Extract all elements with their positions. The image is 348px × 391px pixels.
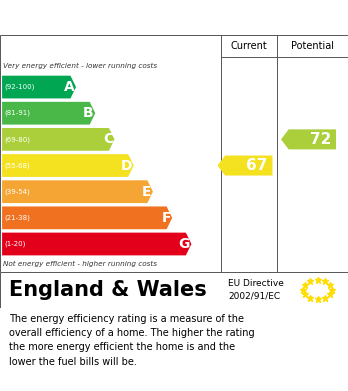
Text: F: F [161,211,171,225]
Text: Energy Efficiency Rating: Energy Efficiency Rating [9,10,230,25]
Polygon shape [2,102,95,125]
Text: A: A [64,80,74,94]
Text: B: B [83,106,94,120]
Text: (1-20): (1-20) [5,241,26,247]
Text: (21-38): (21-38) [5,215,31,221]
Text: G: G [179,237,190,251]
Polygon shape [2,128,114,151]
Text: (92-100): (92-100) [5,84,35,90]
Polygon shape [2,180,153,203]
Text: (39-54): (39-54) [5,188,31,195]
Text: The energy efficiency rating is a measure of the
overall efficiency of a home. T: The energy efficiency rating is a measur… [9,314,254,367]
Text: Very energy efficient - lower running costs: Very energy efficient - lower running co… [3,63,157,68]
Text: E: E [142,185,152,199]
Text: Potential: Potential [291,41,334,51]
Text: (81-91): (81-91) [5,110,31,117]
Text: Not energy efficient - higher running costs: Not energy efficient - higher running co… [3,261,157,267]
Text: C: C [103,133,113,146]
Polygon shape [2,76,76,99]
Text: (69-80): (69-80) [5,136,31,143]
Polygon shape [218,156,272,176]
Text: 72: 72 [310,132,331,147]
Text: England & Wales: England & Wales [9,280,206,300]
Polygon shape [2,206,172,229]
Text: EU Directive
2002/91/EC: EU Directive 2002/91/EC [228,279,284,300]
Text: (55-68): (55-68) [5,162,31,169]
Text: D: D [121,158,132,172]
Polygon shape [2,233,191,255]
Polygon shape [281,129,336,149]
Text: 67: 67 [246,158,268,173]
Text: Current: Current [230,41,267,51]
Polygon shape [2,154,134,177]
